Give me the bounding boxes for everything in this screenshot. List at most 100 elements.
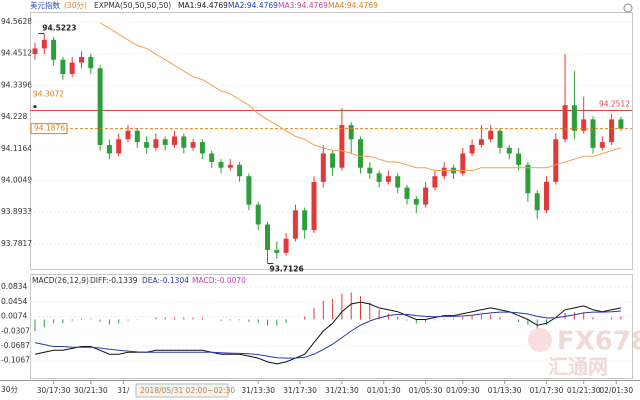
x-tick-label: 31/13:30 — [241, 386, 275, 395]
macd-tick-label: -0.0687 — [1, 341, 30, 350]
candle-body — [367, 167, 373, 174]
candle-body — [32, 48, 38, 55]
y-tick-label: 94.0049 — [1, 175, 32, 184]
period-label: 30分 — [1, 385, 19, 394]
candle-body — [441, 167, 447, 177]
macd-tick-label: 0.0834 — [1, 282, 27, 291]
crosshair-time: 2018/05/31 02:00~02:30 — [140, 386, 235, 395]
candle-body — [404, 187, 410, 199]
candle-body — [274, 250, 280, 253]
dea-label: DEA:-0.1304 — [142, 276, 189, 285]
high-label: 94.5223 — [42, 24, 76, 33]
candle-body — [116, 139, 122, 154]
candle-body — [609, 119, 615, 143]
main-frame — [30, 12, 633, 270]
candle-body — [88, 56, 94, 69]
ma-label: MA2:94.4769 — [228, 1, 278, 10]
y-tick-label: 93.7817 — [1, 239, 32, 248]
low-label: 93.7126 — [270, 265, 304, 274]
candle-body — [469, 144, 475, 154]
dea-line — [34, 310, 621, 359]
x-tick-label: 01/21:30 — [567, 386, 601, 395]
candle-body — [41, 39, 47, 49]
candle-body — [571, 105, 577, 131]
left-marker-label: 94.3072 — [33, 90, 64, 99]
macd-title: MACD(26,12,9) — [32, 276, 89, 285]
candle-body — [51, 39, 57, 60]
macd-tick-label: -0.1067 — [1, 356, 30, 365]
ma-label: MA4:94.4769 — [328, 1, 378, 10]
y-tick-label: 94.4512 — [1, 49, 32, 58]
reference-label: 94.2512 — [599, 100, 630, 109]
candle-body — [395, 176, 401, 188]
macd-label: MACD:-0.0070 — [192, 276, 246, 285]
candle-body — [339, 125, 345, 168]
candle-body — [553, 139, 559, 182]
candle-body — [69, 62, 75, 74]
chart-title: 美元指数 — [30, 0, 60, 10]
diff-label: DIFF:-0.1339 — [90, 276, 138, 285]
candle-body — [302, 210, 308, 231]
candle-body — [348, 125, 354, 140]
candle-body — [413, 198, 419, 205]
candle-body — [172, 136, 177, 145]
macd-tick-label: 0.0074 — [1, 312, 27, 321]
y-tick-label: 94.5628 — [1, 17, 32, 26]
candle-body — [162, 139, 168, 145]
x-tick-label: 30/21:30 — [74, 386, 108, 395]
x-tick-label: 30/17:30 — [37, 386, 71, 395]
candle-body — [79, 56, 84, 63]
candle-body — [562, 105, 568, 140]
candle-body — [423, 187, 429, 205]
y-tick-label: 94.3396 — [1, 80, 32, 89]
x-tick-label: 01/17:30 — [530, 386, 564, 395]
candle-body — [125, 130, 131, 140]
indicator: EXPMA(50,50,50,50) — [94, 1, 171, 10]
candle-body — [181, 136, 187, 148]
current-price-box — [30, 123, 68, 135]
candle-body — [190, 142, 196, 148]
x-tick-label: 02/01:30 — [599, 386, 633, 395]
candle-body — [330, 153, 336, 168]
ma-label: MA3:94.4769 — [278, 1, 328, 10]
candle-body — [432, 176, 438, 188]
crosshair-time-box — [135, 383, 229, 398]
candle-body — [292, 210, 298, 239]
candle-body — [60, 59, 66, 74]
x-tick-label: 01/09:30 — [446, 386, 480, 395]
macd-tick-label: 0.0454 — [1, 297, 27, 306]
x-tick-label: 31/ — [117, 386, 130, 395]
ma-label: MA1:94.4769 — [178, 1, 228, 10]
candle-body — [320, 153, 326, 182]
x-tick-label: 31/17:30 — [283, 386, 317, 395]
candle-body — [237, 164, 243, 177]
candle-body — [218, 162, 224, 168]
candle-body — [488, 130, 494, 140]
watermark-cn: 汇通网 — [548, 355, 608, 379]
x-tick-label: 01/05:30 — [409, 386, 443, 395]
candle-body — [506, 147, 512, 154]
macd-frame — [30, 274, 633, 379]
candle-body — [618, 119, 624, 129]
candle-body — [525, 164, 531, 194]
y-tick-label: 94.228 — [1, 112, 27, 121]
candle-body — [106, 144, 112, 154]
settings-icon-ring[interactable] — [623, 3, 633, 13]
candle-body — [590, 119, 596, 148]
candle-body — [581, 119, 587, 131]
candle-body — [599, 142, 605, 148]
candle-body — [97, 68, 103, 145]
candle-body — [209, 153, 215, 163]
candle-body — [265, 224, 270, 251]
candle-body — [227, 164, 233, 168]
settings-icon[interactable] — [623, 3, 633, 13]
x-tick-label: 01/13:30 — [488, 386, 522, 395]
candle-body — [134, 130, 140, 143]
candle-body — [358, 139, 363, 168]
left-marker — [33, 105, 37, 109]
period: (30分) — [64, 1, 87, 10]
candle-body — [283, 238, 289, 253]
candle-body — [311, 181, 317, 231]
macd-tick-label: -0.0307 — [1, 326, 30, 335]
